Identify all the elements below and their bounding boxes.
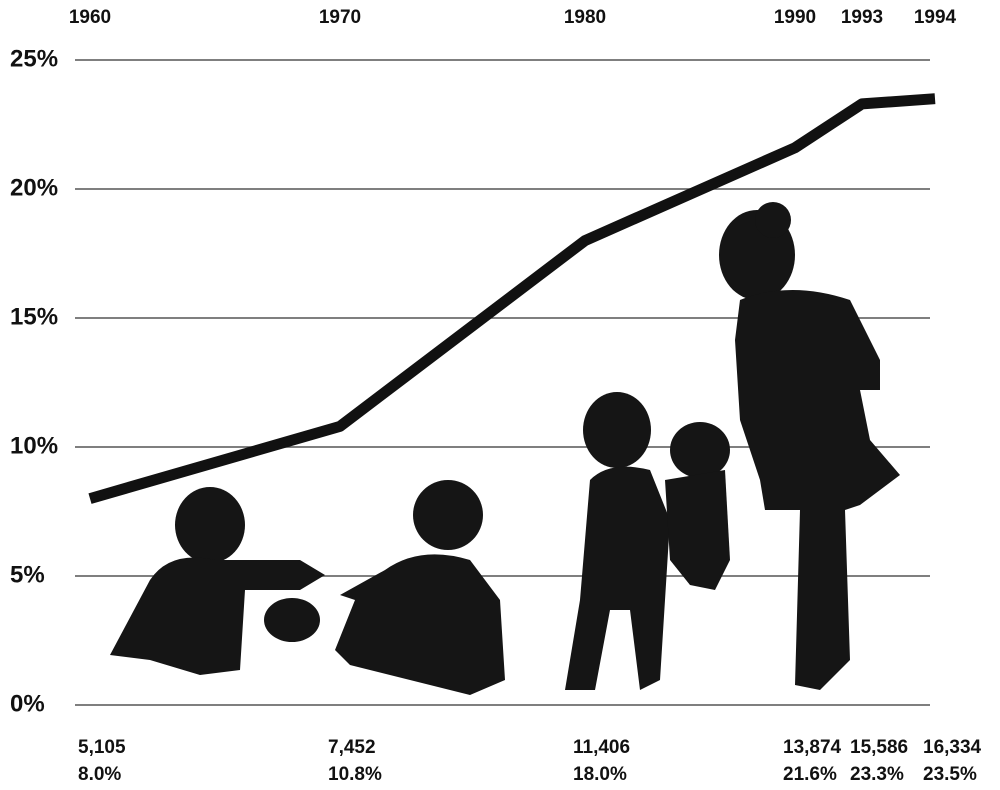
x-tick-label: 1980 [564,7,606,28]
count-label: 15,586 [850,737,908,758]
x-tick-label: 1993 [841,7,883,28]
y-tick-label: 20% [10,174,58,201]
y-tick-label: 0% [10,690,45,717]
x-tick-label: 1994 [914,7,957,28]
count-label: 13,874 [783,737,842,758]
x-tick-label: 1990 [774,7,816,28]
percent-label: 21.6% [783,764,837,785]
percent-label: 8.0% [78,764,121,785]
count-label: 7,452 [328,737,376,758]
x-tick-label: 1970 [319,7,361,28]
percent-label: 18.0% [573,764,627,785]
percent-label: 10.8% [328,764,382,785]
y-tick-label: 5% [10,561,45,588]
percent-label: 23.5% [923,764,977,785]
percent-label: 23.3% [850,764,904,785]
chart: 0% 5% 10% 15% 20% 25% 1960 1970 1980 1990 1993 1994… [0,0,1000,790]
count-label: 16,334 [923,737,982,758]
count-label: 11,406 [573,737,630,758]
count-label: 5,105 [78,737,126,758]
y-tick-label: 25% [10,45,58,72]
y-tick-label: 15% [10,303,58,330]
x-tick-label: 1960 [69,7,111,28]
child-silhouettes [110,202,900,695]
y-tick-label: 10% [10,432,58,459]
